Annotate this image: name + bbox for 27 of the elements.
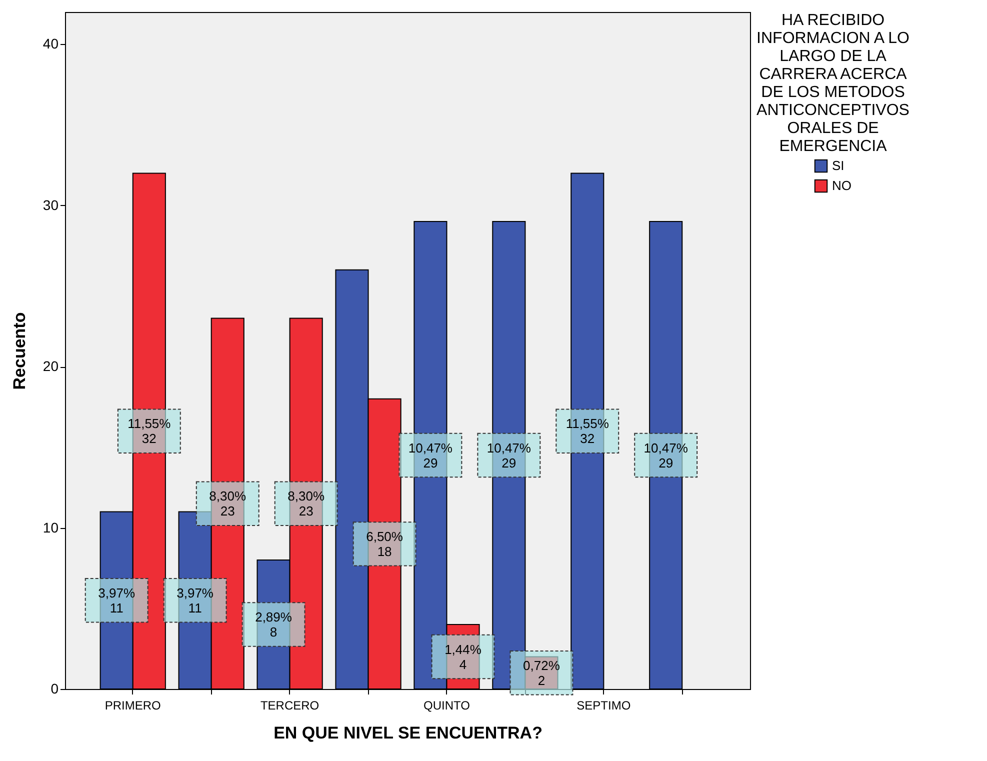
legend-title: HA RECIBIDO INFORMACION A LO LARGO DE LA CARRERA ACERCA DE LOS METODOS ANTICONCEPTIVOS ORALES DE EMERGENCIA (756, 12, 910, 155)
x-axis-title: EN QUE NIVEL SE ENCUENTRA? (274, 724, 542, 742)
data-label: 10,47% 29 (486, 440, 532, 470)
x-tick-label: TERCERO (260, 698, 320, 712)
data-label: 11,55% 32 (566, 416, 610, 446)
x-tick-label: PRIMERO (104, 698, 161, 712)
y-tick-label: 30 (42, 196, 59, 213)
data-label: 10,47% 29 (408, 440, 453, 470)
data-label: 3,97% 11 (98, 585, 136, 616)
data-label: 0,72% 2 (523, 658, 560, 688)
data-label: 11,55% 32 (128, 416, 172, 446)
y-axis-title: Recuento (10, 312, 29, 390)
data-label: 2,89% 8 (255, 610, 292, 640)
y-tick-label: 40 (42, 36, 59, 52)
y-tick-label: 10 (42, 519, 59, 536)
data-label: 8,30% 23 (288, 488, 325, 519)
data-label: 8,30% 23 (209, 488, 246, 519)
data-label: 1,44% 4 (444, 642, 482, 672)
y-tick-label: 0 (50, 680, 59, 696)
legend-label: SI (832, 158, 844, 173)
data-label: 10,47% 29 (644, 440, 688, 470)
x-tick-label: SEPTIMO (576, 698, 631, 712)
data-label: 3,97% 11 (176, 585, 214, 616)
data-label: 6,50% 18 (366, 528, 404, 559)
x-tick-label: QUINTO (424, 698, 470, 712)
legend-label: NO (832, 178, 852, 193)
y-tick-label: 20 (42, 358, 59, 374)
